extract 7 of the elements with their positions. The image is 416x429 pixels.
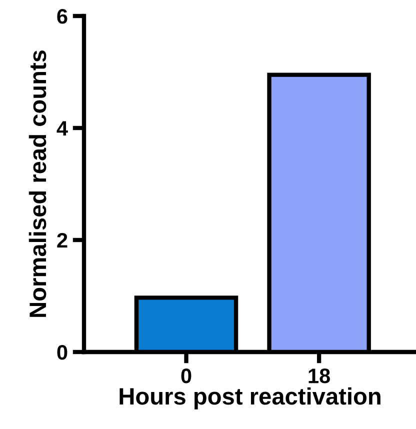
y-tick-label: 0 [57, 345, 68, 360]
y-tick-label: 6 [57, 9, 68, 24]
y-tick-label: 2 [57, 233, 68, 248]
x-tick-label: 18 [308, 368, 330, 384]
x-axis-title: Hours post reactivation [120, 387, 380, 410]
y-tick-label: 4 [56, 121, 68, 136]
y-axis-title: Normalised read counts [28, 50, 46, 317]
